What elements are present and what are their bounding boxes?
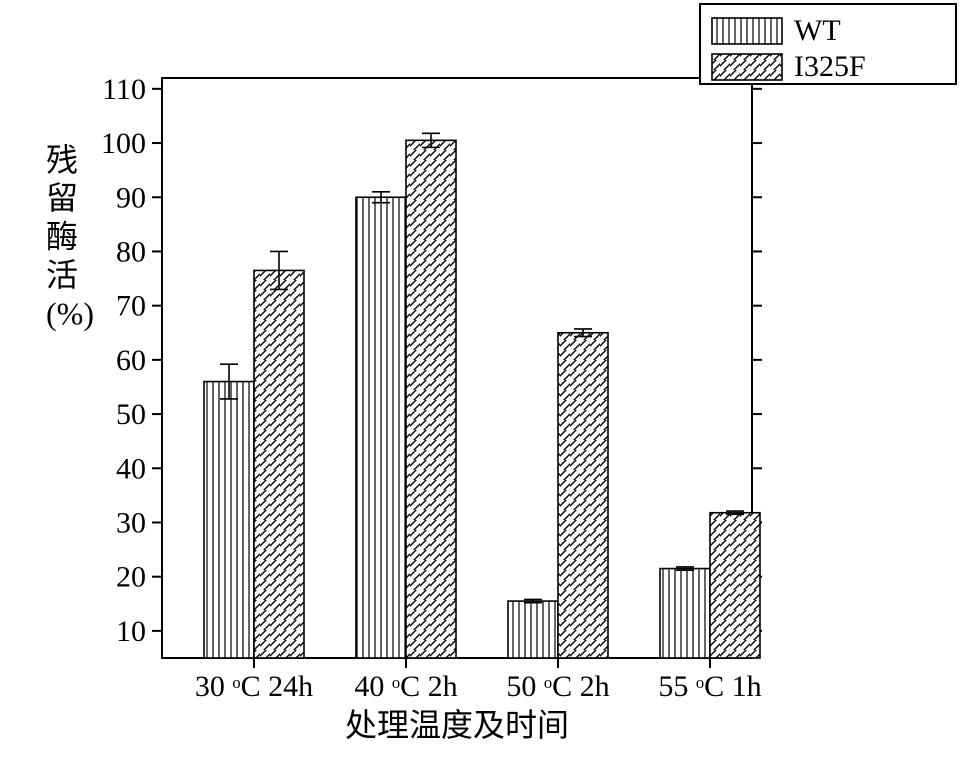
svg-text:90: 90 — [116, 181, 146, 214]
svg-text:60: 60 — [116, 344, 146, 377]
bar-WT — [204, 382, 254, 658]
svg-text:50 oC 2h: 50 oC 2h — [506, 670, 609, 703]
bar-WT — [660, 569, 710, 658]
svg-text:110: 110 — [102, 73, 146, 106]
svg-text:40 oC 2h: 40 oC 2h — [354, 670, 457, 703]
svg-text:80: 80 — [116, 235, 146, 268]
svg-text:55 oC 1h: 55 oC 1h — [658, 670, 761, 703]
legend-swatch-WT — [712, 18, 782, 44]
svg-text:20: 20 — [116, 561, 146, 594]
bar-I325F — [254, 270, 304, 658]
svg-text:10: 10 — [116, 615, 146, 648]
bar-WT — [356, 197, 406, 658]
x-axis-label: 处理温度及时间 — [345, 707, 569, 743]
svg-text:50: 50 — [116, 398, 146, 431]
y-axis-label: 残留酶活(%) — [46, 142, 94, 332]
bar-WT — [508, 601, 558, 658]
svg-text:70: 70 — [116, 290, 146, 323]
chart-container: 10 20 30 40 50 60 70 80 90 100 110 30 oC 24h 40 oC 2… — [0, 0, 974, 763]
bar-I325F — [558, 333, 608, 658]
svg-text:30 oC 24h: 30 oC 24h — [195, 670, 313, 703]
svg-text:100: 100 — [101, 127, 146, 160]
svg-text:30: 30 — [116, 506, 146, 539]
bar-chart: 10 20 30 40 50 60 70 80 90 100 110 30 oC 24h 40 oC 2… — [0, 0, 974, 763]
legend-label-WT: WT — [794, 14, 841, 47]
legend-label-I325F: I325F — [794, 50, 866, 83]
legend-swatch-I325F — [712, 54, 782, 80]
bar-I325F — [406, 140, 456, 658]
bar-I325F — [710, 513, 760, 658]
svg-text:40: 40 — [116, 452, 146, 485]
